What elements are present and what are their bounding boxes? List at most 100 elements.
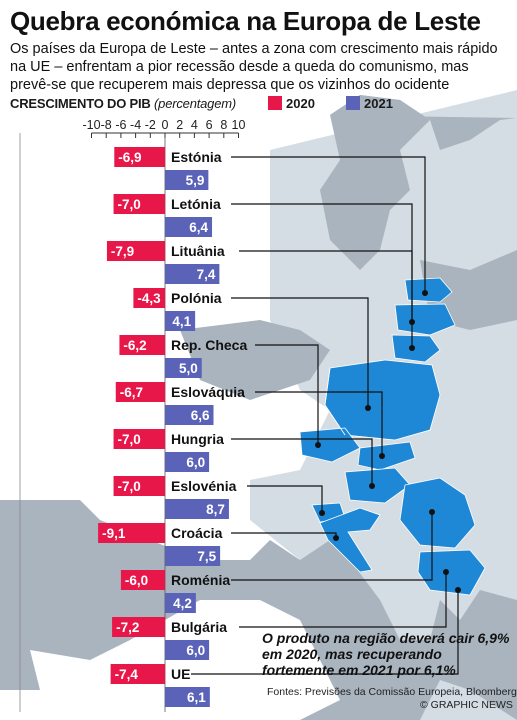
x-tick-label: 2 [176,118,183,132]
connector-line [231,512,433,581]
bar-label-2020: -6,0 [125,573,148,588]
bar-label-2020: -6,9 [118,150,141,165]
bar-label-2020: -7,0 [118,197,141,212]
x-tick-label: 4 [191,118,198,132]
borders [249,367,346,481]
legend-swatch-2020 [268,96,282,110]
x-tick-label: -10 [82,118,100,132]
connector-dot [315,442,321,448]
estonia-shape [404,277,453,303]
bar-label-2021: 4,1 [172,314,191,329]
bar-2020 [113,476,165,496]
bar-2021 [165,593,196,613]
bar-2021 [165,217,213,237]
bar-2021 [165,687,210,707]
category-label: Bulgária [171,619,227,635]
x-tick-label: 0 [162,118,169,132]
connector-line [255,344,319,445]
bar-label-2020: -7,4 [115,667,139,682]
bar-label-2021: 6,4 [189,220,208,235]
connector-lines [191,156,461,675]
czech-shape [299,427,361,463]
category-label: Rep. Checa [171,337,247,353]
callout-text: O produto na região deverá cair 6,9% em … [262,630,510,678]
bar-label-2021: 7,5 [197,549,216,564]
romania-shape [399,477,476,549]
connector-line [247,485,323,513]
connector-line [231,438,373,486]
connector-dot [409,345,415,351]
connector-dot [455,587,461,593]
bar-label-2021: 4,2 [173,596,192,611]
legend-label: CRESCIMENTO DO PIB (percentagem) [10,96,236,111]
x-tick-label: -6 [115,118,126,132]
bar-label-2021: 8,7 [206,502,225,517]
bar-2020 [112,617,165,637]
lithuania-shape [391,334,441,363]
bar-label-2020: -7,9 [111,244,134,259]
bar-2021 [165,499,229,519]
connector-dot [365,405,371,411]
connector-dot [379,453,385,459]
bar-2020 [113,429,165,449]
source-text: Fontes: Previsões da Comissão Europeia, … [267,686,517,698]
category-label: Eslováquia [171,384,245,400]
bar-2020 [133,288,165,308]
connector-line [191,590,459,675]
category-label: Letónia [171,196,221,212]
bar-label-2020: -6,7 [120,385,143,400]
bar-2021 [165,264,220,284]
bar-label-2021: 5,9 [186,173,205,188]
legend-label-unit: (percentagem) [154,96,236,111]
bar-2021 [165,452,210,472]
hungary-shape [344,467,411,504]
connector-dot [319,510,325,516]
bar-2021 [165,311,196,331]
category-label: Hungria [171,431,224,447]
bar-label-2021: 6,0 [186,643,205,658]
bar-2020 [98,523,165,543]
connector-dot [422,290,428,296]
latvia-shape [394,303,456,336]
croatia-shape [319,507,381,573]
connector-dot [429,509,435,515]
connector-dot [333,535,339,541]
connector-line [231,203,413,322]
bar-label-2021: 6,0 [186,455,205,470]
bar-2021 [165,405,214,425]
category-label: UE [171,666,190,682]
legend-label-main: CRESCIMENTO DO PIB [10,96,151,111]
bar-2020 [120,570,165,590]
bar-2021 [165,358,202,378]
legend-text-2020: 2020 [286,96,315,111]
category-label: Polónia [171,290,222,306]
bar-2021 [165,170,209,190]
category-label: Eslovénia [171,478,237,494]
bar-label-2021: 5,0 [179,361,198,376]
chart-title: Quebra económica na Europa de Leste [10,6,481,36]
connector-line [255,391,383,456]
x-tick-label: -4 [130,118,141,132]
bar-label-2021: 6,1 [187,690,206,705]
bar-2021 [165,640,210,660]
x-tick-label: 8 [220,118,227,132]
chart-subtitle: Os países da Europa de Leste – antes a z… [10,41,498,93]
bar-2020 [113,194,165,214]
bulgaria-shape [417,549,486,596]
connector-line [231,156,426,293]
connector-dot [443,569,449,575]
bar-label-2020: -4,3 [137,291,161,306]
x-tick-label: -2 [145,118,156,132]
connector-line [239,572,447,628]
x-tick-label: 10 [232,118,246,132]
bar-label-2020: -6,2 [123,338,146,353]
credit-text: © GRAPHIC NEWS [420,699,513,711]
bar-2020 [119,335,165,355]
x-tick-label: 6 [206,118,213,132]
bar-label-2021: 6,6 [191,408,210,423]
connector-dot [369,483,375,489]
bar-label-2020: -9,1 [102,526,126,541]
bar-2020 [115,382,165,402]
